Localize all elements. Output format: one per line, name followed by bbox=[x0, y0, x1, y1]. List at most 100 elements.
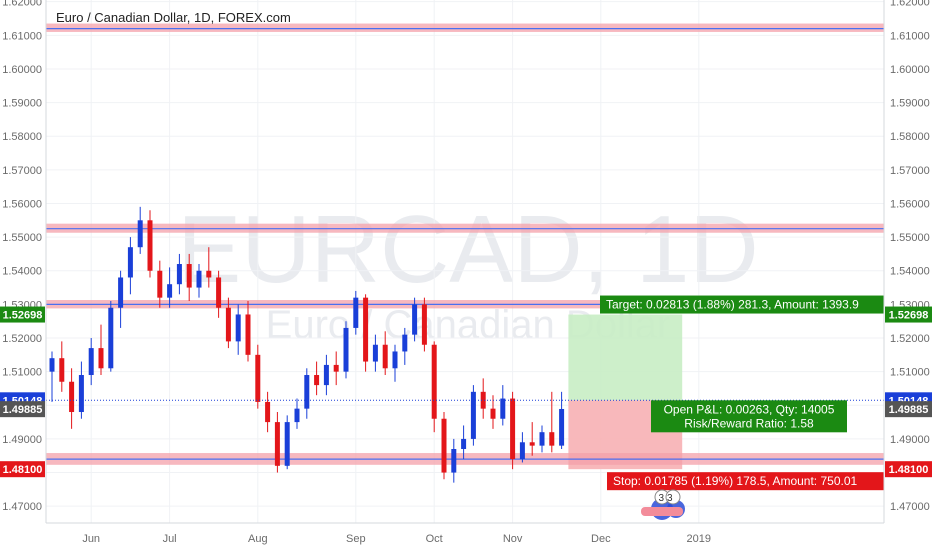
candle-down[interactable] bbox=[59, 341, 65, 392]
candle-up[interactable] bbox=[519, 432, 525, 463]
candle-up[interactable] bbox=[167, 267, 173, 308]
candle-down[interactable] bbox=[549, 391, 555, 453]
candle-body bbox=[216, 277, 222, 308]
candle-up[interactable] bbox=[392, 344, 398, 382]
y-tick-label: 1.49000 bbox=[890, 434, 930, 446]
candle-down[interactable] bbox=[480, 378, 486, 419]
candle-down[interactable] bbox=[314, 361, 320, 396]
candle-down[interactable] bbox=[225, 297, 231, 349]
candle-up[interactable] bbox=[284, 415, 290, 470]
candle-down[interactable] bbox=[363, 294, 369, 372]
stop-label-box[interactable] bbox=[607, 472, 884, 491]
candle-down[interactable] bbox=[147, 210, 153, 278]
target-label: Target: 0.02813 (1.88%) 281.3, Amount: 1… bbox=[606, 298, 859, 312]
candle-down[interactable] bbox=[157, 260, 163, 308]
candle-up[interactable] bbox=[470, 385, 476, 446]
candle-body bbox=[372, 344, 378, 362]
candle-down[interactable] bbox=[255, 344, 261, 409]
x-tick-label: 2019 bbox=[687, 533, 711, 545]
candle-down[interactable] bbox=[69, 368, 75, 429]
candle-up[interactable] bbox=[559, 391, 565, 450]
candle-down[interactable] bbox=[529, 422, 535, 456]
y-tick-label: 1.62000 bbox=[2, 0, 42, 9]
pnl-box[interactable] bbox=[651, 400, 847, 433]
chart-title: Euro / Canadian Dollar, 1D, FOREX.com bbox=[56, 10, 291, 25]
position-zones bbox=[568, 314, 683, 470]
y-tick-label: 1.61000 bbox=[2, 30, 42, 42]
price-tag-right bbox=[885, 461, 932, 478]
candle-body bbox=[88, 348, 94, 376]
candle-up[interactable] bbox=[402, 327, 408, 365]
candle-up[interactable] bbox=[78, 361, 84, 419]
candle-down[interactable] bbox=[265, 391, 271, 433]
candle-body bbox=[284, 422, 290, 466]
candle-up[interactable] bbox=[500, 385, 506, 426]
candle-up[interactable] bbox=[304, 368, 310, 419]
time-axis[interactable]: Jun Jul Aug Sep Oct Nov Dec 2019 bbox=[82, 533, 711, 545]
candle-up[interactable] bbox=[118, 270, 124, 328]
candle-down[interactable] bbox=[98, 324, 104, 376]
candle-down[interactable] bbox=[186, 253, 192, 302]
candle-down[interactable] bbox=[441, 412, 447, 480]
candle-down[interactable] bbox=[206, 247, 212, 288]
candle-up[interactable] bbox=[49, 351, 55, 402]
candle-up[interactable] bbox=[294, 398, 300, 429]
candle-up[interactable] bbox=[108, 301, 114, 372]
candle-down[interactable] bbox=[274, 412, 280, 473]
candle-up[interactable] bbox=[343, 321, 349, 379]
candle-up[interactable] bbox=[176, 253, 182, 295]
candle-up[interactable] bbox=[372, 334, 378, 372]
x-tick-label: Jun bbox=[82, 533, 100, 545]
logo-bar bbox=[641, 507, 683, 516]
candle-body bbox=[167, 284, 173, 298]
y-tick-label: 1.60000 bbox=[890, 64, 930, 76]
price-tag-label: 1.49885 bbox=[3, 404, 43, 416]
x-tick-label: Oct bbox=[426, 533, 443, 545]
candle-down[interactable] bbox=[245, 301, 251, 362]
candle-down[interactable] bbox=[510, 391, 516, 470]
y-tick-label: 1.58000 bbox=[890, 131, 930, 143]
candle-down[interactable] bbox=[382, 331, 388, 376]
y-tick-label: 1.51000 bbox=[890, 367, 930, 379]
price-tag-left bbox=[0, 461, 45, 478]
price-tag-left bbox=[0, 306, 45, 323]
price-tag-left bbox=[0, 401, 45, 418]
candle-body bbox=[441, 418, 447, 473]
candle-up[interactable] bbox=[196, 264, 202, 298]
candle-body bbox=[118, 277, 124, 308]
candle-body bbox=[108, 307, 114, 369]
candle-down[interactable] bbox=[421, 297, 427, 352]
candle-up[interactable] bbox=[412, 297, 418, 342]
candle-body bbox=[294, 408, 300, 423]
horizontal-levels[interactable] bbox=[46, 23, 884, 465]
candle-body bbox=[461, 438, 467, 450]
candle-down[interactable] bbox=[333, 351, 339, 386]
candle-up[interactable] bbox=[235, 304, 241, 355]
price-tag-label: 1.49885 bbox=[889, 404, 929, 416]
position-labels[interactable]: Target: 0.02813 (1.88%) 281.3, Amount: 1… bbox=[600, 295, 884, 491]
candle-up[interactable] bbox=[323, 354, 329, 396]
candle-up[interactable] bbox=[137, 206, 143, 254]
candle-body bbox=[392, 351, 398, 369]
candle-body bbox=[147, 220, 153, 271]
candle-up[interactable] bbox=[451, 438, 457, 483]
candle-body bbox=[255, 354, 261, 402]
candle-body bbox=[519, 442, 525, 460]
candle-up[interactable] bbox=[88, 338, 94, 386]
candle-up[interactable] bbox=[353, 290, 359, 335]
y-tick-label: 1.56000 bbox=[2, 198, 42, 210]
support-resistance-band[interactable] bbox=[46, 23, 884, 32]
stop-label: Stop: 0.01785 (1.19%) 178.5, Amount: 750… bbox=[613, 474, 858, 488]
candle-down[interactable] bbox=[216, 270, 222, 318]
candle-up[interactable] bbox=[127, 237, 133, 295]
candle-up[interactable] bbox=[461, 425, 467, 460]
target-label-box[interactable] bbox=[600, 295, 884, 314]
candles[interactable] bbox=[49, 206, 565, 483]
candle-down[interactable] bbox=[431, 341, 437, 433]
x-tick-label: Jul bbox=[163, 533, 177, 545]
candle-body bbox=[49, 358, 55, 372]
candle-up[interactable] bbox=[539, 425, 545, 453]
candle-body bbox=[421, 304, 427, 345]
y-tick-label: 1.62000 bbox=[890, 0, 930, 9]
